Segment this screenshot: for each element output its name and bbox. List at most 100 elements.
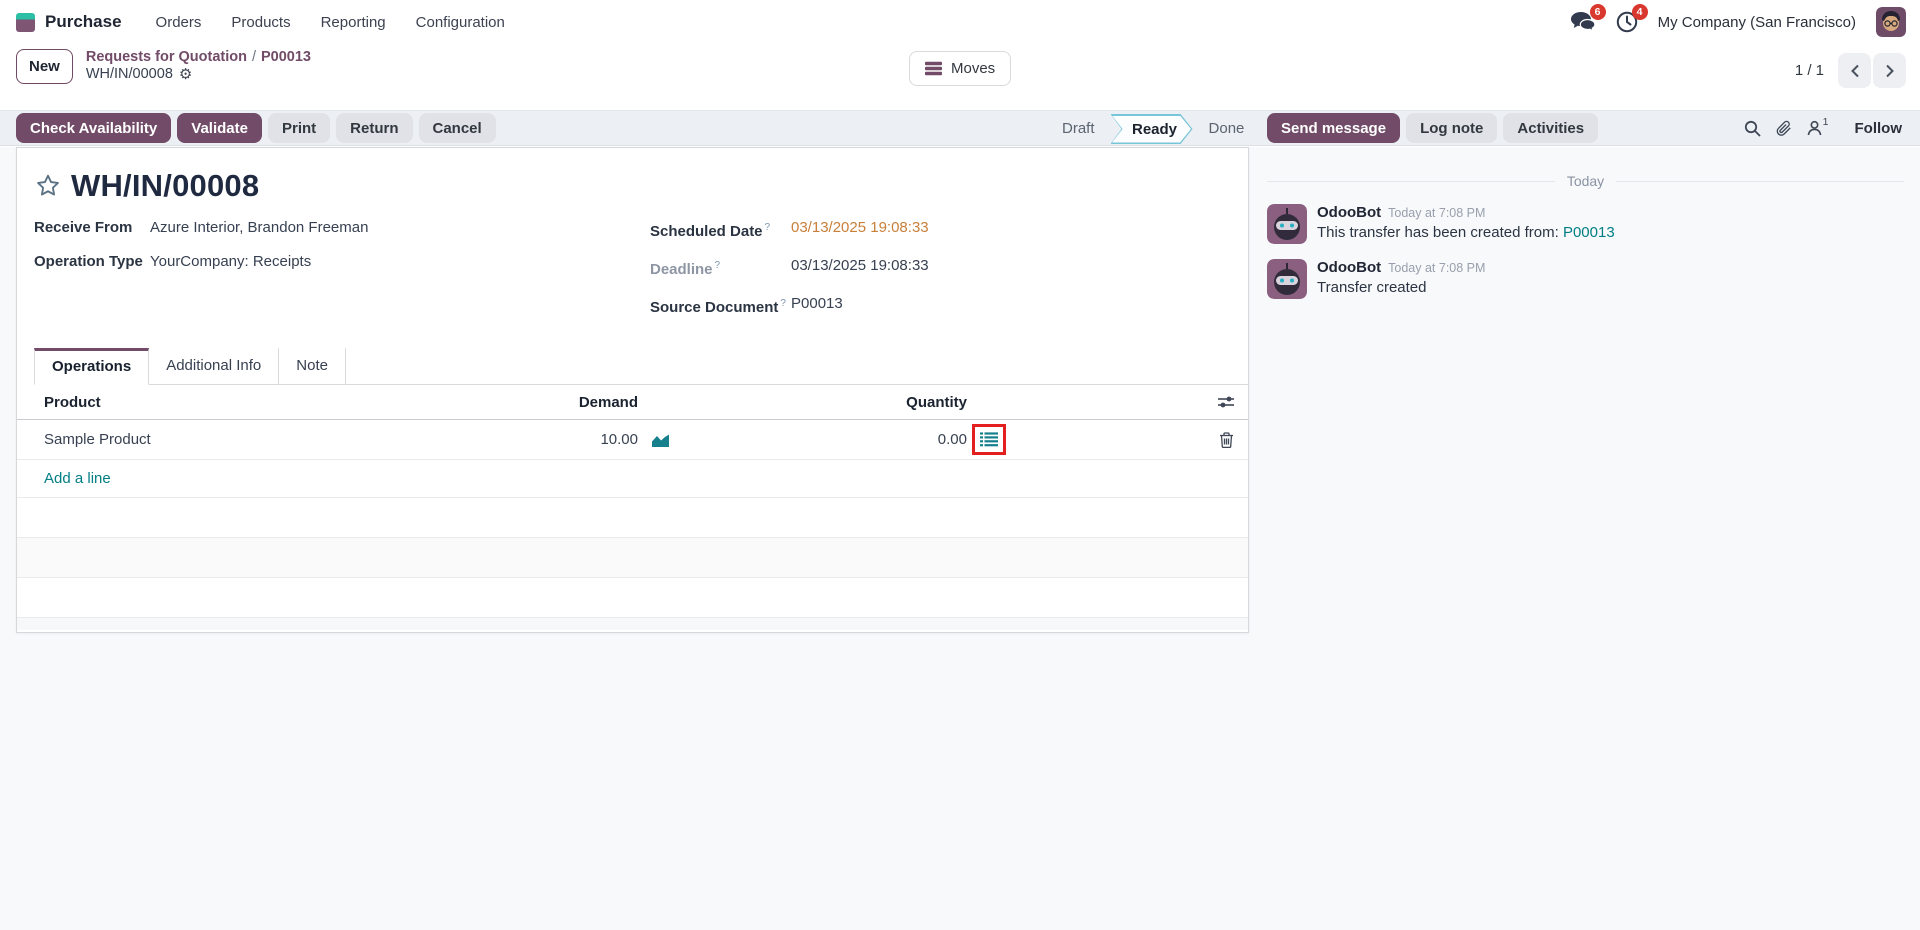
actions-gear-icon[interactable]: ⚙: [178, 66, 193, 83]
chevron-left-icon: [1850, 64, 1859, 77]
activities-badge: 4: [1631, 4, 1648, 20]
status-step-draft[interactable]: Draft: [1062, 120, 1095, 137]
pager: 1 / 1: [1795, 53, 1906, 88]
follow-button[interactable]: Follow: [1854, 119, 1903, 137]
help-marker-icon: ?: [780, 298, 786, 309]
log-note-button[interactable]: Log note: [1406, 113, 1498, 143]
breadcrumb-link-order[interactable]: P00013: [261, 49, 311, 65]
source-document-value[interactable]: P00013: [791, 295, 843, 312]
attachments-icon[interactable]: [1776, 120, 1792, 137]
breadcrumb-link-rfq[interactable]: Requests for Quotation: [85, 49, 247, 65]
cell-demand[interactable]: 10.00: [600, 431, 638, 448]
date-divider: Today: [1267, 173, 1905, 189]
chatter-tools: 1 Follow: [1744, 113, 1902, 143]
validate-button[interactable]: Validate: [177, 113, 262, 143]
scheduled-date-label: Scheduled Date?: [650, 222, 771, 240]
avatar-image: [1876, 7, 1906, 37]
delete-row-trash-icon[interactable]: [1219, 431, 1234, 448]
status-step-ready[interactable]: Ready: [1111, 114, 1193, 144]
column-header-product[interactable]: Product: [44, 393, 101, 411]
company-switcher[interactable]: My Company (San Francisco): [1657, 13, 1856, 31]
chevron-right-icon: [1885, 64, 1894, 77]
pager-next-button[interactable]: [1873, 53, 1906, 88]
cancel-button[interactable]: Cancel: [418, 113, 496, 143]
odoobot-avatar[interactable]: [1267, 204, 1307, 244]
form-action-buttons: Check Availability Validate Print Return…: [16, 113, 496, 143]
breadcrumb-current: WH/IN/00008: [85, 66, 173, 82]
statusbar: Draft Ready Done: [1048, 114, 1258, 144]
print-button[interactable]: Print: [267, 113, 331, 143]
breadcrumb: Requests for Quotation / P00013 WH/IN/0000…: [86, 49, 311, 83]
empty-table-row: [17, 578, 1248, 618]
send-message-button[interactable]: Send message: [1267, 113, 1401, 143]
status-control-strip: Check Availability Validate Print Return…: [0, 110, 1920, 146]
top-nav-bar: Purchase Orders Products Reporting Confi…: [0, 0, 1920, 44]
search-messages-icon[interactable]: [1744, 120, 1761, 137]
operation-type-value[interactable]: YourCompany: Receipts: [150, 253, 312, 270]
app-name[interactable]: Purchase: [45, 12, 122, 31]
app-logo-icon[interactable]: [16, 12, 35, 32]
nav-item-products[interactable]: Products: [231, 13, 291, 31]
source-document-label: Source Document?: [650, 298, 786, 316]
receive-from-label: Receive From: [34, 219, 133, 236]
message-body: Transfer created: [1317, 279, 1427, 296]
activities-icon[interactable]: 4: [1616, 4, 1648, 33]
messages-icon[interactable]: 6: [1570, 4, 1606, 33]
moves-label: Moves: [951, 60, 996, 77]
detailed-operations-list-icon[interactable]: [980, 432, 998, 447]
breadcrumb-separator: /: [251, 49, 256, 65]
column-header-quantity[interactable]: Quantity: [906, 393, 967, 411]
scheduled-date-value[interactable]: 03/13/2025 19:08:33: [791, 219, 929, 236]
tab-operations[interactable]: Operations: [34, 348, 150, 385]
empty-table-row: [17, 538, 1248, 578]
message-body: This transfer has been created from: P00…: [1317, 224, 1615, 241]
chatter-buttons: Send message Log note Activities: [1267, 113, 1599, 143]
pager-counter: 1 / 1: [1794, 62, 1824, 79]
column-header-demand[interactable]: Demand: [578, 393, 638, 411]
optional-columns-icon[interactable]: [1218, 395, 1234, 409]
new-button[interactable]: New: [16, 49, 73, 84]
nav-right-group: 6 4 My Company (San Francisco): [1570, 0, 1906, 44]
message-timestamp: Today at 7:08 PM: [1388, 261, 1486, 275]
return-button[interactable]: Return: [336, 113, 413, 143]
check-availability-button[interactable]: Check Availability: [16, 113, 172, 143]
fields-area: Receive From Azure Interior, Brandon Fre…: [17, 218, 1248, 332]
operation-type-label: Operation Type: [34, 253, 143, 270]
cell-product[interactable]: Sample Product: [44, 431, 151, 448]
status-ready-label: Ready: [1132, 120, 1178, 138]
table-row[interactable]: Sample Product 10.00 0.00: [17, 420, 1248, 460]
chatter-message: OdooBot Today at 7:08 PM Transfer create…: [1267, 259, 1904, 299]
empty-table-row: [17, 498, 1248, 538]
chat-bubbles-icon: [1570, 12, 1596, 33]
followers-icon[interactable]: 1: [1807, 116, 1829, 136]
receive-from-value[interactable]: Azure Interior, Brandon Freeman: [150, 219, 369, 236]
title-row: WH/IN/00008: [17, 148, 1248, 204]
add-a-line-link[interactable]: Add a line: [44, 470, 111, 487]
cell-quantity[interactable]: 0.00: [937, 431, 967, 448]
message-link-p00013[interactable]: P00013: [1562, 224, 1615, 241]
add-line-row: Add a line: [17, 460, 1248, 498]
help-marker-icon: ?: [714, 260, 721, 271]
deadline-label: Deadline?: [650, 260, 721, 278]
activities-button[interactable]: Activities: [1503, 113, 1599, 143]
nav-item-configuration[interactable]: Configuration: [415, 13, 505, 31]
message-author[interactable]: OdooBot: [1317, 204, 1382, 221]
clock-icon: [1616, 11, 1637, 33]
message-author[interactable]: OdooBot: [1317, 259, 1382, 276]
tab-additional-info[interactable]: Additional Info: [149, 348, 280, 384]
moves-button[interactable]: Moves: [909, 51, 1012, 86]
breadcrumb-row: New Requests for Quotation / P00013 WH/IN/…: [16, 49, 311, 84]
moves-bars-icon: [925, 61, 942, 76]
user-avatar[interactable]: [1876, 7, 1906, 37]
status-step-done[interactable]: Done: [1208, 120, 1245, 137]
deadline-value[interactable]: 03/13/2025 19:08:33: [791, 257, 929, 274]
tab-note[interactable]: Note: [279, 348, 346, 384]
odoobot-avatar[interactable]: [1267, 259, 1307, 299]
nav-item-orders[interactable]: Orders: [155, 13, 202, 31]
page-title: WH/IN/00008: [71, 168, 260, 203]
forecast-chart-icon[interactable]: [651, 432, 670, 448]
pager-previous-button[interactable]: [1838, 53, 1871, 88]
followers-count: 1: [1822, 116, 1829, 128]
favorite-star-icon[interactable]: [34, 172, 62, 200]
nav-item-reporting[interactable]: Reporting: [320, 13, 386, 31]
